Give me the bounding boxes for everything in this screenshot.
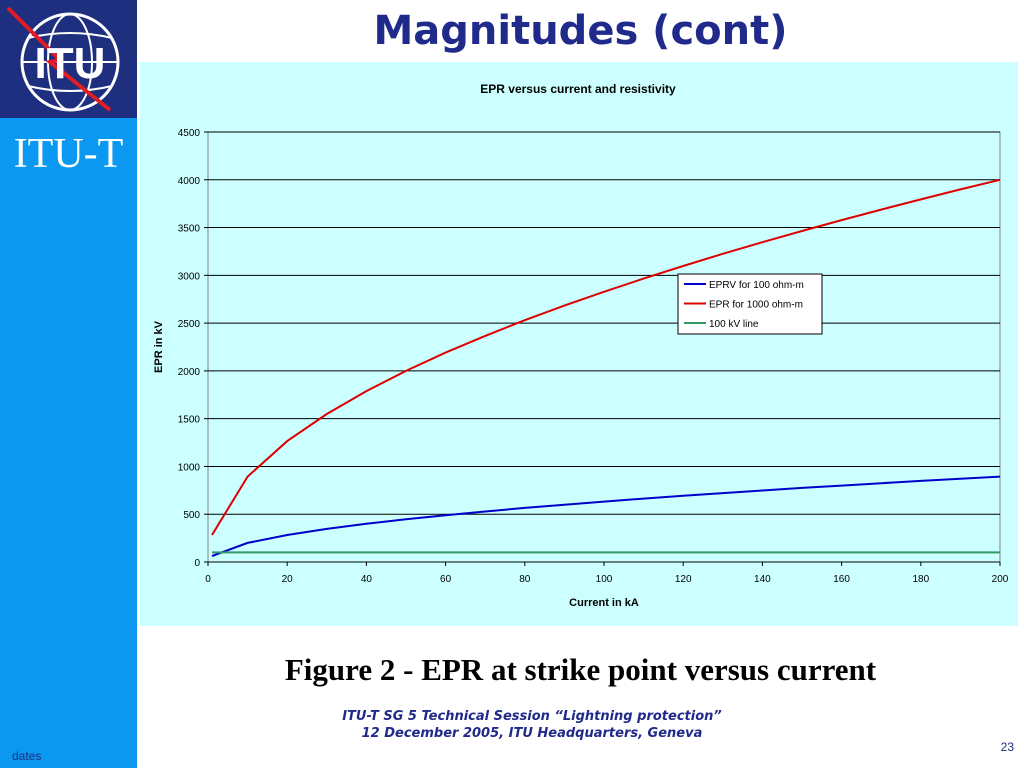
x-tick-label: 180: [912, 574, 929, 585]
chart-title: EPR versus current and resistivity: [480, 82, 676, 96]
y-tick-label: 2000: [178, 367, 201, 378]
y-axis-label: EPR in kV: [153, 320, 165, 373]
footer-line-2: 12 December 2005, ITU Headquarters, Gene…: [361, 726, 703, 741]
legend-label: EPR for 1000 ohm-m: [709, 300, 803, 311]
x-tick-label: 120: [675, 574, 692, 585]
x-tick-label: 0: [205, 574, 211, 585]
x-tick-label: 200: [992, 574, 1009, 585]
slide-title: Magnitudes (cont): [373, 8, 788, 54]
series-lines: [211, 178, 1001, 557]
figure-caption: Figure 2 - EPR at strike point versus cu…: [284, 652, 877, 687]
logo-text: ITU: [35, 39, 106, 88]
plot-area: [207, 131, 1001, 563]
y-tick-label: 4500: [178, 128, 201, 139]
y-tick-label: 3500: [178, 224, 201, 235]
itu-logo: ITU: [0, 0, 137, 118]
chart-area: EPR versus current and resistivity 0 500 1…: [140, 62, 1018, 626]
y-tick-label: 1000: [178, 462, 201, 473]
x-tick-label: 140: [754, 574, 771, 585]
x-tick-label: 60: [440, 574, 452, 585]
x-axis: 0 20 40 60 80 100 120 140 160 180 200: [205, 561, 1009, 585]
y-tick-label: 3000: [178, 271, 201, 282]
legend: EPRV for 100 ohm-m EPR for 1000 ohm-m 100 …: [677, 273, 823, 335]
series-line-2: [211, 178, 1001, 536]
sidebar-label: ITU-T: [13, 131, 124, 177]
y-tick-label: 2500: [178, 319, 201, 330]
y-tick-label: 1500: [178, 415, 201, 426]
x-tick-label: 100: [596, 574, 613, 585]
page-number: 23: [1000, 740, 1014, 754]
x-tick-label: 160: [833, 574, 850, 585]
x-tick-label: 80: [519, 574, 531, 585]
x-tick-label: 40: [361, 574, 373, 585]
sidebar: ITU ITU-T dates: [0, 0, 137, 768]
footer: ITU-T SG 5 Technical Session “Lightning …: [137, 708, 927, 742]
y-tick-label: 500: [183, 510, 200, 521]
gridlines: [208, 131, 1000, 515]
x-axis-label: Current in kA: [569, 597, 639, 609]
globe-icon: ITU: [6, 6, 120, 112]
x-tick-label: 20: [282, 574, 294, 585]
series-line-1: [211, 475, 1001, 557]
line-chart: EPR versus current and resistivity 0 500 1…: [153, 82, 1009, 609]
footer-line-1: ITU-T SG 5 Technical Session “Lightning …: [342, 709, 722, 724]
y-tick-label: 0: [194, 558, 200, 569]
y-tick-label: 4000: [178, 176, 201, 187]
dates-label: dates: [12, 749, 42, 763]
legend-label: EPRV for 100 ohm-m: [709, 280, 804, 291]
y-axis: 0 500 1000 1500 2000 2500 3000 3500 4000 4500: [178, 128, 208, 569]
legend-label: 100 kV line: [709, 319, 759, 330]
